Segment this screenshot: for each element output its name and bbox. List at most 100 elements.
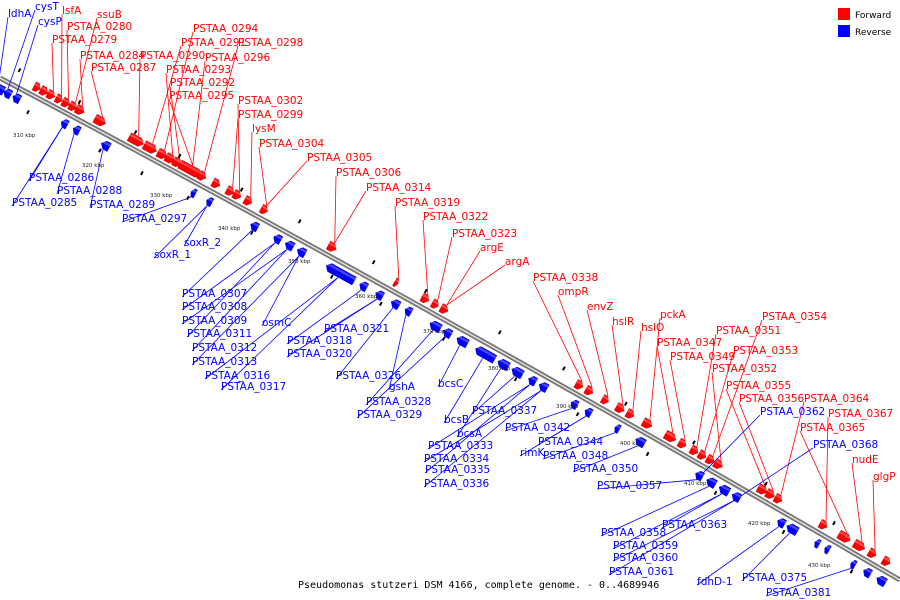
scale-tick-label: 400 kbp [620,441,643,447]
reverse-gene-label: cysT [35,1,59,13]
backbone-highlight [0,77,900,581]
reverse-gene-label: PSTAA_0344 [538,436,604,448]
reverse-gene-arrow [497,358,511,372]
reverse-gene-label: PSTAA_0342 [505,422,570,434]
reverse-gene-arrow [404,306,414,317]
reverse-gene-arrow [777,518,787,529]
forward-gene-arrow [599,394,609,405]
forward-gene-label-leader [632,330,642,410]
forward-gene-label-leader [611,324,624,405]
forward-gene-label: PSTAA_0295 [169,90,234,102]
forward-gene-arrow [163,152,176,164]
reverse-gene-label-leader [423,390,541,488]
reverse-gene-label-leader [542,432,615,460]
reverse-gene-label-leader [365,330,433,406]
reverse-gene-label-leader [89,149,104,209]
reverse-gene-label: PSTAA_0321 [324,323,389,335]
forward-gene-label: PSTAA_0291 [181,37,246,49]
reverse-gene-arrow [511,366,525,380]
reverse-gene-label-leader [612,493,722,550]
forward-gene-label: PSTAA_0293 [166,64,231,76]
reverse-gene-label-leader [183,205,208,247]
reverse-gene-arrow [850,559,858,570]
forward-gene-arrow [712,458,723,469]
reverse-gene-label: soxR_1 [154,249,191,261]
scale-tick-mark [781,529,786,535]
scale-tick-mark [186,195,190,201]
reverse-gene-label-leader [261,256,300,327]
reverse-gene-label: PSTAA_0289 [90,199,155,211]
forward-gene-label: PSTAA_0353 [733,345,798,357]
forward-gene-label: PSTAA_0355 [726,380,791,392]
reverse-gene-arrow [3,88,14,100]
scale-tick-mark [423,288,428,294]
forward-gene-label: PSTAA_0298 [238,37,303,49]
reverse-gene-label: PSTAA_0328 [366,396,431,408]
forward-gene-label: hslO [641,322,664,334]
scale-tick-mark [26,109,30,115]
forward-gene-label-leader [394,205,400,279]
reverse-gene-label-leader [388,315,407,391]
legend-reverse-swatch [838,25,850,37]
reverse-gene-label: gshA [389,381,416,393]
forward-gene-label: PSTAA_0284 [80,50,146,62]
forward-gene-label-leader [250,131,253,197]
reverse-gene-arrow [285,240,296,252]
forward-gene-label: PSTAA_0299 [238,109,303,121]
reverse-gene-label: PSTAA_0375 [742,572,807,584]
reverse-gene-label: PSTAA_0359 [613,540,678,552]
forward-gene-label: ssuB [97,9,122,21]
forward-gene-arrow [258,204,268,215]
scale-tick-mark [98,148,102,153]
reverse-gene-label-leader [437,345,461,388]
forward-gene-arrow [851,538,866,552]
scale-tick-label: 370 kbp [423,329,446,335]
forward-gene-arrow [196,170,207,181]
reverse-gene-arrow [731,492,743,504]
forward-gene-label: PSTAA_0290 [140,50,205,62]
reverse-gene-label: PSTAA_0313 [192,356,257,368]
forward-gene-label-leader [232,117,239,188]
forward-gene-label-leader [446,264,506,306]
forward-gene-arrow [573,379,584,390]
reverse-gene-label: PSTAA_0358 [601,527,666,539]
reverse-gene-arrow [206,197,215,208]
reverse-gene-label: PSTAA_0316 [205,370,271,382]
forward-gene-label-leader [669,359,686,440]
reverse-gene-label-leader [765,568,851,597]
reverse-gene-label: ldhA [8,8,32,20]
forward-gene-label: PSTAA_0351 [716,325,781,337]
forward-gene-label-leader [79,58,83,107]
forward-gene-arrow [624,408,635,419]
reverse-gene-arrow [375,290,386,302]
scale-tick-label: 310 kbp [13,133,36,139]
forward-gene-label: pckA [660,309,687,321]
forward-gene-label: PSTAA_0367 [828,408,893,420]
forward-gene-label: hslR [612,316,634,328]
forward-gene-arrow [704,453,715,465]
forward-gene-arrow [242,195,253,206]
forward-gene-label-leader [557,294,593,387]
forward-gene-label-leader [872,479,876,550]
reverse-gene-label: PSTAA_0317 [221,381,286,393]
forward-gene-arrow [45,88,56,100]
reverse-gene-label: PSTAA_0362 [760,406,825,418]
forward-gene-arrow [92,114,106,127]
reverse-gene-arrow [250,221,261,233]
reverse-gene-arrow [390,299,402,311]
forward-gene-label-leader [169,85,181,159]
reverse-gene-label: osmC [262,317,291,329]
scale-tick-label: 360 kbp [355,294,378,300]
forward-gene-label: PSTAA_0365 [800,422,865,434]
forward-gene-label: lsfA [62,5,82,17]
reverse-gene-label-leader [186,242,276,338]
reverse-gene-arrow [72,125,82,136]
forward-gene-arrow [60,96,71,108]
reverse-gene-label: PSTAA_0350 [573,463,638,475]
forward-gene-label: envZ [587,301,614,313]
forward-gene-label-leader [168,98,194,166]
reverse-gene-label-leader [612,500,734,562]
scale-tick-mark [645,451,650,457]
forward-gene-label-leader [165,72,174,155]
